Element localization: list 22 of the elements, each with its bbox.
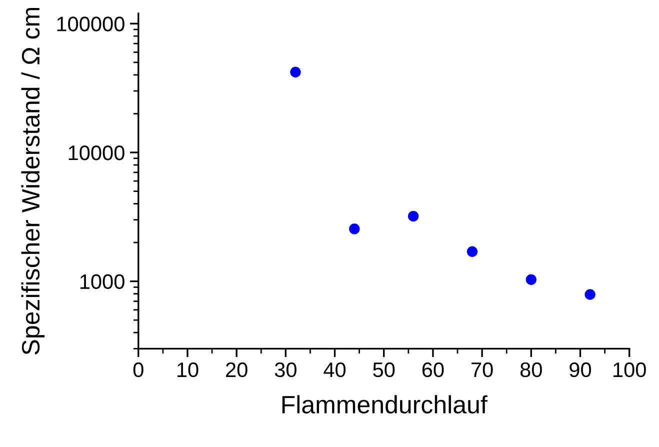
point [584,289,596,300]
point [526,274,537,285]
x-tick-label: 20 [226,362,248,378]
x-axis-title: Flammendurchlauf [282,395,488,414]
x-tick-label: 90 [570,362,592,378]
y-tick-label: 100000 [57,16,124,32]
x-tick-label: 40 [324,362,346,378]
x-tick-label: 70 [472,362,493,378]
point [349,224,360,234]
x-tick-label: 100 [614,362,646,378]
x-tick-label: 0 [133,362,144,378]
y-axis-title: Spezifischer Widerstand / Ω cm [21,8,45,355]
y-tick-label: 1000 [80,274,124,290]
x-tick-label: 50 [373,362,395,378]
point [408,210,419,222]
point [466,246,478,257]
x-tick-label: 80 [520,362,542,378]
y-tick-label: 10000 [68,145,124,160]
x-tick-label: 30 [274,362,296,378]
point [290,66,301,78]
x-tick-label: 10 [177,362,198,378]
x-tick-label: 60 [422,362,444,378]
